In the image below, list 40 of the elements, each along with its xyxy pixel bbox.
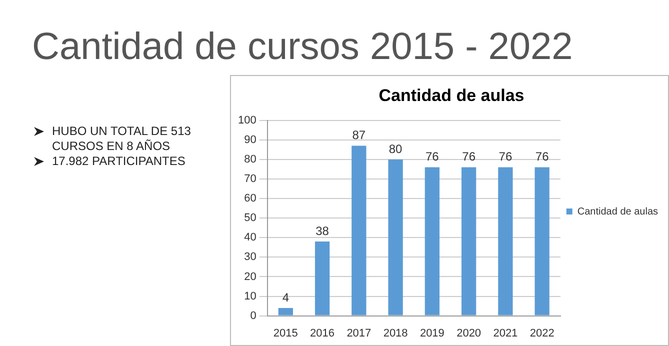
bar <box>314 242 330 316</box>
bar <box>461 167 476 316</box>
x-tick-label: 2019 <box>420 327 444 340</box>
bar <box>424 167 440 316</box>
data-label: 80 <box>388 142 403 156</box>
x-tick-label: 2017 <box>346 327 372 340</box>
text: HUBO UN TOTAL DE 513 CURSOS EN 8 AÑOS <box>51 124 192 154</box>
data-label: 76 <box>498 150 512 164</box>
data-label: 76 <box>426 150 440 164</box>
y-tick-label: 20 <box>244 270 256 283</box>
chart-subtitle: Cantidad de aulas <box>378 86 524 105</box>
bar <box>534 167 550 316</box>
data-label: 38 <box>316 224 330 238</box>
text: 17.982 PARTICIPANTES <box>51 154 186 169</box>
x-tick-label: 2022 <box>530 327 554 340</box>
y-tick-label: 70 <box>244 173 256 186</box>
y-tick-label: 80 <box>244 154 256 166</box>
data-label: 87 <box>352 128 366 142</box>
bar <box>388 159 403 316</box>
x-tick-label: 2015 <box>273 327 298 340</box>
y-tick-label: 60 <box>244 192 256 205</box>
y-tick-label: 40 <box>244 232 256 244</box>
x-tick-label: 2018 <box>383 327 408 340</box>
y-tick-label: 90 <box>244 134 256 146</box>
data-label: 76 <box>462 150 476 164</box>
y-tick-label: 30 <box>244 251 256 264</box>
chart-title: Cantidad de cursos 2015 - 2022 <box>32 26 573 69</box>
y-tick-label: 100 <box>238 114 256 126</box>
x-tick-label: 2020 <box>456 327 482 340</box>
y-tick-label: 10 <box>244 290 256 302</box>
data-label: 4 <box>282 290 290 304</box>
bar <box>352 146 366 316</box>
bar <box>278 308 293 316</box>
y-tick-label: 0 <box>250 310 256 322</box>
x-tick-label: 2016 <box>310 327 335 340</box>
legend-label: Cantidad de aulas <box>577 206 658 218</box>
bar <box>498 167 513 316</box>
x-tick-label: 2021 <box>493 327 518 340</box>
data-label: 76 <box>535 150 550 164</box>
y-tick-label: 50 <box>244 212 256 224</box>
